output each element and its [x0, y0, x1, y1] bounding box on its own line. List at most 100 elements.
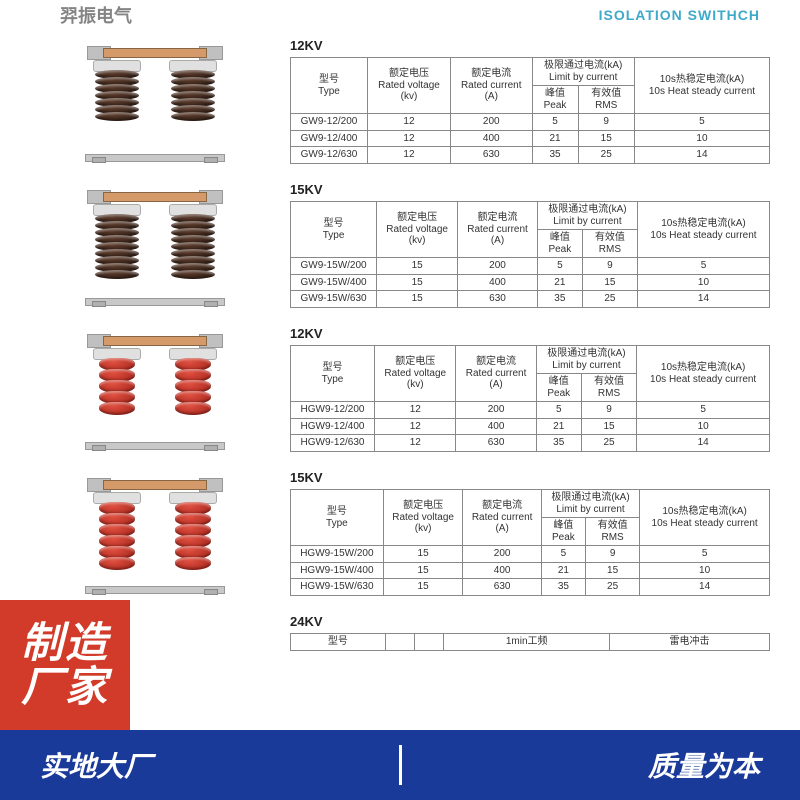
cell-rms: 25 [578, 147, 634, 164]
cell-type: HGW9-15W/400 [291, 562, 384, 579]
cell-v: 15 [383, 546, 463, 563]
table-row: GW9-12/63012630352514 [291, 147, 770, 164]
section-title: 24KV [290, 614, 770, 629]
cell-heat: 14 [637, 435, 770, 452]
table-row: GW9-15W/40015400211510 [291, 274, 770, 291]
cell-a: 400 [456, 418, 536, 435]
spec-data-col: 15KV 型号Type额定电压Rated voltage(kv)额定电流Rated… [290, 178, 780, 314]
cell-type: HGW9-12/400 [291, 418, 375, 435]
cell-heat: 5 [637, 402, 770, 419]
section-title: 12KV [290, 326, 770, 341]
page-header: 羿振电气 ISOLATION SWITHCH [0, 0, 800, 30]
product-image-col [20, 466, 290, 602]
cell-heat: 5 [637, 258, 769, 275]
cell-a: 200 [456, 402, 536, 419]
cell-type: GW9-12/200 [291, 114, 368, 131]
isolator-illustration [75, 474, 235, 594]
cell-rms: 9 [582, 258, 637, 275]
badge-line-1: 制造 [21, 621, 109, 665]
cell-heat: 14 [640, 579, 770, 596]
cell-a: 200 [463, 546, 541, 563]
isolator-illustration [75, 330, 235, 450]
cell-a: 630 [458, 291, 538, 308]
section-title: 15KV [290, 470, 770, 485]
cell-rms: 15 [581, 418, 636, 435]
spec-section: 12KV型号Type额定电压Rated voltage(kv)额定电流Rated… [0, 318, 800, 462]
cell-peak: 35 [536, 435, 581, 452]
cell-rms: 9 [581, 402, 636, 419]
spec-data-col: 15KV 型号Type额定电压Rated voltage(kv)额定电流Rated… [290, 466, 780, 602]
table-row: GW9-15W/63015630352514 [291, 291, 770, 308]
cell-peak: 21 [541, 562, 585, 579]
cell-type: HGW9-15W/200 [291, 546, 384, 563]
spec-table-partial: 型号1min工频雷电冲击 [290, 633, 770, 651]
cell-peak: 35 [537, 291, 582, 308]
cell-heat: 14 [637, 291, 769, 308]
footer-left: 实地大厂 [40, 745, 152, 785]
cell-v: 12 [375, 402, 456, 419]
cell-heat: 10 [637, 274, 769, 291]
footer-separator [399, 745, 402, 785]
cell-rms: 15 [582, 274, 637, 291]
spec-section: 12KV型号Type额定电压Rated voltage(kv)额定电流Rated… [0, 30, 800, 174]
product-image-col [20, 178, 290, 314]
cell-type: HGW9-15W/630 [291, 579, 384, 596]
spec-section: 15KV 型号Type额定电压Rated voltage(kv)额定电流Rated… [0, 462, 800, 606]
cell-rms: 15 [586, 562, 640, 579]
cell-v: 15 [377, 291, 458, 308]
table-row: HGW9-12/40012400211510 [291, 418, 770, 435]
cell-a: 400 [458, 274, 538, 291]
product-image-col [20, 322, 290, 458]
spec-table: 型号Type额定电压Rated voltage(kv)额定电流Rated cur… [290, 57, 770, 164]
cell-rms: 9 [578, 114, 634, 131]
cell-v: 12 [368, 114, 451, 131]
badge-line-2: 厂家 [21, 665, 109, 709]
cell-a: 400 [450, 130, 532, 147]
cell-a: 630 [463, 579, 541, 596]
cell-peak: 5 [541, 546, 585, 563]
cell-heat: 10 [634, 130, 769, 147]
cell-heat: 5 [634, 114, 769, 131]
table-row: GW9-15W/20015200595 [291, 258, 770, 275]
manufacturer-badge: 制造 厂家 [0, 600, 130, 730]
category-text: ISOLATION SWITHCH [599, 7, 760, 23]
section-title: 15KV [290, 182, 770, 197]
cell-v: 12 [375, 418, 456, 435]
table-row: HGW9-15W/20015200595 [291, 546, 770, 563]
cell-v: 15 [377, 274, 458, 291]
cell-type: GW9-15W/630 [291, 291, 377, 308]
brand-text: 羿振电气 [60, 2, 132, 28]
cell-peak: 21 [537, 274, 582, 291]
table-row: GW9-12/40012400211510 [291, 130, 770, 147]
cell-v: 12 [368, 147, 451, 164]
cell-v: 15 [383, 562, 463, 579]
cell-peak: 35 [532, 147, 578, 164]
cell-type: GW9-15W/400 [291, 274, 377, 291]
table-row: GW9-12/20012200595 [291, 114, 770, 131]
cell-type: GW9-12/630 [291, 147, 368, 164]
table-row: HGW9-12/20012200595 [291, 402, 770, 419]
cell-a: 400 [463, 562, 541, 579]
cell-peak: 5 [536, 402, 581, 419]
cell-peak: 35 [541, 579, 585, 596]
cell-rms: 25 [581, 435, 636, 452]
cell-type: HGW9-12/200 [291, 402, 375, 419]
cell-a: 200 [450, 114, 532, 131]
cell-v: 12 [375, 435, 456, 452]
footer-right: 质量为本 [648, 745, 760, 785]
cell-rms: 25 [586, 579, 640, 596]
cell-peak: 5 [532, 114, 578, 131]
table-row: HGW9-15W/63015630352514 [291, 579, 770, 596]
isolator-illustration [75, 42, 235, 162]
cell-a: 200 [458, 258, 538, 275]
cell-v: 15 [377, 258, 458, 275]
cell-rms: 15 [578, 130, 634, 147]
spec-table: 型号Type额定电压Rated voltage(kv)额定电流Rated cur… [290, 201, 770, 308]
cell-peak: 5 [537, 258, 582, 275]
table-row: HGW9-15W/40015400211510 [291, 562, 770, 579]
spec-table: 型号Type额定电压Rated voltage(kv)额定电流Rated cur… [290, 489, 770, 596]
cell-heat: 10 [640, 562, 770, 579]
cell-rms: 25 [582, 291, 637, 308]
cell-peak: 21 [532, 130, 578, 147]
cell-v: 12 [368, 130, 451, 147]
